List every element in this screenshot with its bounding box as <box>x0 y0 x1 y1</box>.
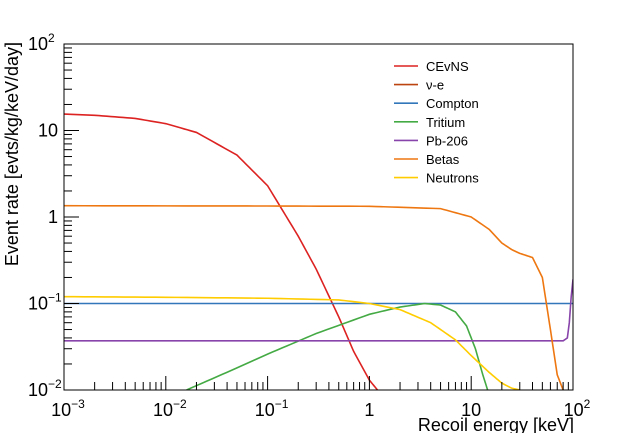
y-tick-label: 10−1 <box>28 291 62 314</box>
y-axis-title: Event rate [evts/kg/keV/day] <box>2 42 22 266</box>
series-line-cevns <box>64 113 379 390</box>
legend-label: CEvNS <box>426 59 469 74</box>
y-tick-label: 1 <box>48 207 58 227</box>
legend-label: Pb-206 <box>426 133 468 148</box>
x-tick-label: 10−3 <box>51 397 85 420</box>
x-tick-label: 10 <box>461 400 481 420</box>
y-tick-label: 102 <box>28 31 55 54</box>
x-axis-title: Recoil energy [keV] <box>418 415 574 433</box>
series-line-pb-206 <box>64 279 573 342</box>
y-tick-label: 10 <box>38 121 58 141</box>
axis-ticks <box>63 47 574 391</box>
series-line-betas <box>64 204 564 390</box>
x-tick-label: 102 <box>564 397 591 420</box>
legend-label: Betas <box>426 152 460 167</box>
legend-label: ν-e <box>426 78 444 93</box>
legend: CEvNS ν-e Compton Tritium Pb-206 Betas Neutron… <box>394 59 479 186</box>
x-tick-label: 1 <box>364 400 374 420</box>
legend-label: Tritium <box>426 115 465 130</box>
x-tick-label: 10−2 <box>153 397 187 420</box>
x-tick-label: 10−1 <box>255 397 289 420</box>
legend-label: Compton <box>426 96 479 111</box>
legend-label: Neutrons <box>426 171 479 186</box>
data-series-group <box>64 113 573 390</box>
y-tick-label: 10−2 <box>28 377 62 400</box>
series-line-tritium <box>186 302 489 390</box>
